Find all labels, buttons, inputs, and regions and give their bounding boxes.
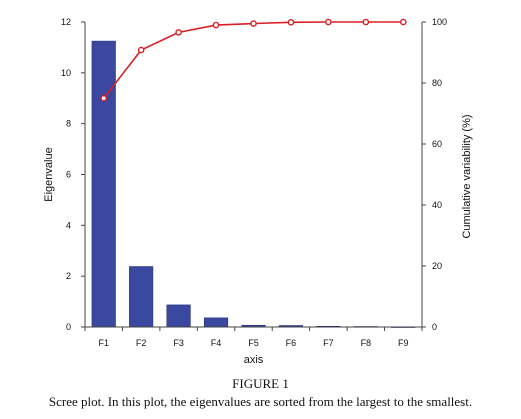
y-tick-label: 8: [66, 119, 71, 129]
cumulative-point-F1: [100, 94, 108, 102]
x-tick-label: F9: [398, 338, 409, 348]
y-tick-label: 4: [66, 220, 71, 230]
y-tick-label: 0: [66, 322, 71, 332]
y-tick-label: 2: [66, 271, 71, 281]
cumulative-point-F7: [325, 18, 332, 26]
cumulative-point-F9: [399, 18, 407, 26]
cumulative-point-F3: [175, 29, 182, 36]
cumulative-point-F8: [362, 18, 370, 26]
x-tick-label: F5: [248, 338, 259, 348]
y2-tick-label: 100: [432, 17, 447, 27]
cumulative-point-F6: [287, 19, 295, 26]
y2-tick-label: 20: [432, 261, 442, 271]
cumulative-point-F5: [250, 20, 257, 27]
x-tick-label: F8: [361, 338, 372, 348]
x-tick-label: F3: [173, 338, 184, 348]
x-tick-label: F7: [323, 338, 334, 348]
figure-caption: Scree plot. In this plot, the eigenvalue…: [48, 394, 473, 409]
figure-label: FIGURE 1: [232, 376, 289, 391]
cumulative-point-F4: [212, 21, 220, 29]
y-tick-label: 6: [66, 170, 71, 180]
y2-tick-label: 40: [432, 200, 442, 210]
bar-F2: [129, 266, 154, 328]
y2-tick-label: 60: [432, 139, 442, 149]
y2-tick-label: 0: [432, 322, 437, 332]
x-tick-label: F1: [98, 338, 109, 348]
y-axis-title: Eigenvalue: [43, 147, 55, 201]
y2-axis-title: Cumulative variability (%): [461, 114, 473, 238]
bar-F3: [166, 304, 191, 328]
x-tick-label: F6: [286, 338, 297, 348]
cumulative-point-F2: [137, 46, 145, 54]
x-tick-label: F4: [211, 338, 222, 348]
bar-F4: [204, 317, 229, 328]
cumulative-line: [103, 21, 404, 99]
y-tick-label: 12: [61, 17, 71, 27]
x-tick-label: F2: [136, 338, 147, 348]
x-axis-title: axis: [244, 354, 264, 366]
y2-tick-label: 80: [432, 78, 442, 88]
y-tick-label: 10: [61, 68, 71, 78]
bar-F1: [91, 40, 116, 328]
